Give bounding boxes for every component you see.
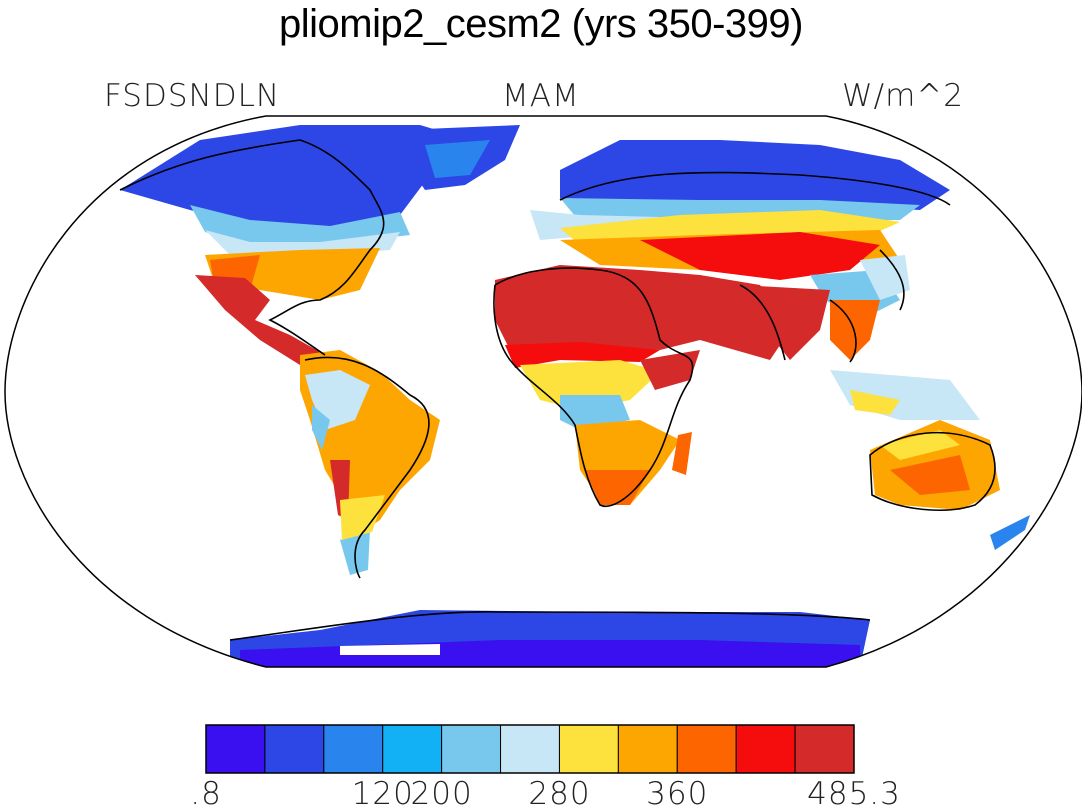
colorbar-swatch	[205, 724, 266, 774]
colorbar-swatch	[382, 724, 443, 774]
australia-north	[880, 430, 960, 460]
eurasia-red	[640, 232, 880, 280]
colorbar-swatch	[558, 724, 619, 774]
coast-africa	[493, 267, 694, 507]
colorbar-tick-label: 120	[351, 776, 414, 812]
coast-south-america	[304, 356, 430, 579]
colorbar-swatch	[735, 724, 796, 774]
colorbar-tick-label: 485.3	[807, 776, 901, 812]
colorbar-swatch	[323, 724, 384, 774]
eurasia-cold	[560, 140, 950, 210]
coast-eurasia	[559, 171, 951, 363]
globe-outline	[4, 115, 1082, 668]
variable-label: FSDSNDLN	[104, 78, 281, 114]
colorbar-swatch	[500, 724, 560, 774]
units-label: W/m^2	[842, 78, 964, 114]
coast-antarctica	[229, 611, 871, 641]
colorbar-swatch	[617, 724, 678, 774]
africa-yellow	[520, 360, 660, 410]
colorbar-swatch	[794, 724, 855, 774]
colorbar-outline	[205, 724, 855, 774]
china-pale	[860, 255, 910, 300]
coastlines	[119, 139, 996, 641]
colorbar	[205, 724, 855, 774]
coast-north-america	[119, 139, 385, 356]
mexico-hot	[195, 275, 320, 365]
season-label: MAM	[502, 78, 580, 114]
colorbar-swatch	[441, 724, 502, 774]
greenland-light	[425, 140, 490, 178]
land-fill-layer	[120, 125, 1030, 667]
horn-red	[640, 350, 700, 390]
north-america-light	[190, 205, 410, 245]
colorbar-tick-label: 200	[410, 776, 473, 812]
colorbar-swatch	[676, 724, 737, 774]
madagascar	[672, 432, 692, 475]
south-america-blue	[312, 405, 330, 450]
north-america-cold	[120, 125, 470, 230]
patagonia-yellow	[340, 495, 385, 540]
antarctica-white	[340, 644, 440, 655]
coast-australia	[869, 431, 996, 511]
colorbar-tick-label: 280	[528, 776, 591, 812]
australia-red	[890, 455, 970, 495]
se-asia	[830, 300, 880, 360]
new-zealand	[990, 515, 1030, 550]
colorbar-tick-label: 360	[646, 776, 709, 812]
indonesia-yellow	[850, 390, 900, 415]
map-title: pliomip2_cesm2 (yrs 350-399)	[278, 2, 804, 46]
colorbar-swatch	[264, 724, 325, 774]
colorbar-tick-label: .8	[190, 776, 222, 812]
africa-north	[495, 265, 790, 360]
africa-south-red	[585, 470, 650, 505]
africa-central	[560, 395, 630, 430]
